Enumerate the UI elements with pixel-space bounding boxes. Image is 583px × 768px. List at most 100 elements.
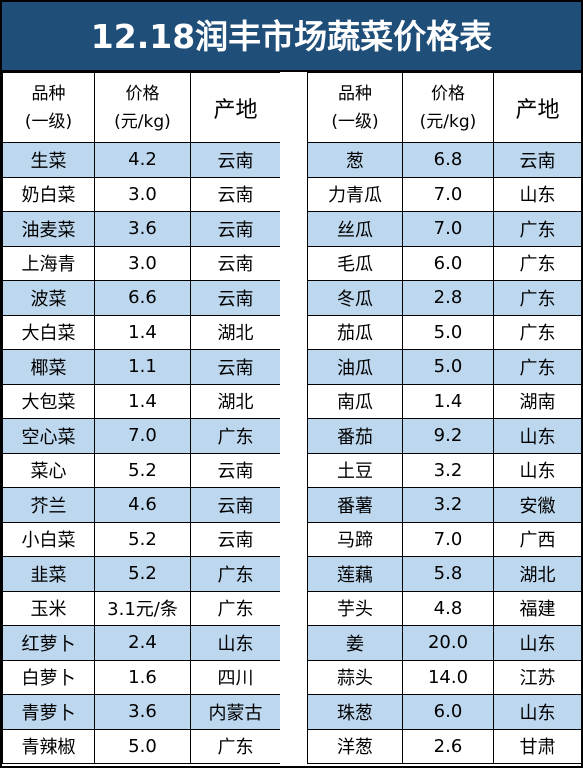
cell-origin: 福建 (493, 590, 582, 626)
column-divider (280, 72, 307, 766)
cell-origin: 广东 (493, 280, 582, 316)
table-body-right: 葱 6.8 云南 力青瓜 7.0 山东 丝瓜 7.0 广东 毛瓜 6.0 广东 冬瓜 2.8 广东 茄瓜 5.0… (307, 142, 582, 764)
cell-origin: 广西 (493, 521, 582, 557)
table-row: 芥兰 4.6 云南 (2, 487, 281, 523)
table-row: 青辣椒 5.0 广东 (2, 728, 281, 764)
cell-price: 3.0 (94, 245, 191, 281)
cell-origin: 内蒙古 (190, 694, 281, 730)
cell-price: 7.0 (402, 176, 494, 212)
cell-price: 1.4 (94, 314, 191, 350)
cell-variety: 洋葱 (307, 728, 403, 764)
cell-variety: 小白菜 (2, 521, 95, 557)
table-row: 青萝卜 3.6 内蒙古 (2, 694, 281, 730)
cell-variety: 毛瓜 (307, 245, 403, 281)
table-body-left: 生菜 4.2 云南 奶白菜 3.0 云南 油麦菜 3.6 云南 上海青 3.0 云南 波菜 6.6 云南 大白… (2, 142, 281, 764)
table-row: 空心菜 7.0 广东 (2, 418, 281, 454)
cell-price: 3.6 (94, 211, 191, 247)
cell-price: 9.2 (402, 418, 494, 454)
cell-origin: 云南 (190, 142, 281, 178)
header-price-label: 价格 (431, 83, 465, 104)
header-price-unit: (元/kg) (114, 111, 171, 132)
cell-price: 3.6 (94, 694, 191, 730)
cell-price: 3.0 (94, 176, 191, 212)
table-header-row: 品种 (一级) 价格 (元/kg) 产地 (2, 72, 281, 143)
header-origin: 产地 (190, 72, 281, 143)
header-variety-grade: (一级) (331, 111, 379, 132)
table-row: 番茄 9.2 山东 (307, 418, 582, 454)
cell-variety: 蒜头 (307, 659, 403, 695)
table-row: 白萝卜 1.6 四川 (2, 659, 281, 695)
cell-price: 5.2 (94, 452, 191, 488)
cell-price: 4.8 (402, 590, 494, 626)
table-row: 葱 6.8 云南 (307, 142, 582, 178)
table-row: 大白菜 1.4 湖北 (2, 314, 281, 350)
cell-variety: 葱 (307, 142, 403, 178)
cell-price: 5.2 (94, 556, 191, 592)
cell-origin: 山东 (493, 694, 582, 730)
table-header-row: 品种 (一级) 价格 (元/kg) 产地 (307, 72, 582, 143)
cell-price: 3.2 (402, 487, 494, 523)
cell-variety: 油瓜 (307, 349, 403, 385)
table-row: 奶白菜 3.0 云南 (2, 176, 281, 212)
cell-variety: 青萝卜 (2, 694, 95, 730)
table-row: 力青瓜 7.0 山东 (307, 176, 582, 212)
cell-variety: 番茄 (307, 418, 403, 454)
table-row: 茄瓜 5.0 广东 (307, 314, 582, 350)
table-row: 毛瓜 6.0 广东 (307, 245, 582, 281)
table-row: 小白菜 5.2 云南 (2, 521, 281, 557)
table-row: 珠葱 6.0 山东 (307, 694, 582, 730)
cell-variety: 大包菜 (2, 383, 95, 419)
cell-origin: 江苏 (493, 659, 582, 695)
cell-origin: 广东 (493, 211, 582, 247)
cell-price: 6.6 (94, 280, 191, 316)
cell-variety: 波菜 (2, 280, 95, 316)
cell-origin: 广东 (493, 349, 582, 385)
header-variety-label: 品种 (338, 83, 372, 104)
table-row: 南瓜 1.4 湖南 (307, 383, 582, 419)
price-table-left: 品种 (一级) 价格 (元/kg) 产地 生菜 4.2 云南 奶白菜 3.0 云南 油麦菜 3… (2, 72, 281, 764)
cell-price: 7.0 (402, 521, 494, 557)
cell-origin: 广东 (190, 728, 281, 764)
cell-origin: 湖北 (190, 383, 281, 419)
cell-price: 14.0 (402, 659, 494, 695)
table-row: 姜 20.0 山东 (307, 625, 582, 661)
cell-origin: 湖南 (493, 383, 582, 419)
cell-origin: 云南 (190, 176, 281, 212)
cell-variety: 玉米 (2, 590, 95, 626)
cell-variety: 青辣椒 (2, 728, 95, 764)
cell-price: 3.1元/条 (94, 590, 191, 626)
table-row: 生菜 4.2 云南 (2, 142, 281, 178)
cell-price: 1.4 (94, 383, 191, 419)
cell-variety: 生菜 (2, 142, 95, 178)
header-origin: 产地 (493, 72, 582, 143)
cell-variety: 茄瓜 (307, 314, 403, 350)
page-title: 12.18润丰市场蔬菜价格表 (2, 2, 581, 72)
cell-variety: 大白菜 (2, 314, 95, 350)
cell-origin: 湖北 (190, 314, 281, 350)
header-price-label: 价格 (125, 83, 160, 104)
cell-variety: 奶白菜 (2, 176, 95, 212)
table-row: 椰菜 1.1 云南 (2, 349, 281, 385)
cell-origin: 广东 (493, 245, 582, 281)
header-price: 价格 (元/kg) (94, 72, 191, 143)
cell-origin: 山东 (190, 625, 281, 661)
table-row: 番薯 3.2 安徽 (307, 487, 582, 523)
cell-origin: 云南 (190, 280, 281, 316)
cell-origin: 云南 (190, 211, 281, 247)
cell-variety: 冬瓜 (307, 280, 403, 316)
cell-price: 2.6 (402, 728, 494, 764)
table-row: 韭菜 5.2 广东 (2, 556, 281, 592)
header-variety-grade: (一级) (24, 111, 73, 132)
cell-variety: 韭菜 (2, 556, 95, 592)
cell-price: 6.0 (402, 694, 494, 730)
cell-origin: 云南 (190, 487, 281, 523)
table-row: 波菜 6.6 云南 (2, 280, 281, 316)
cell-variety: 菜心 (2, 452, 95, 488)
table-row: 芋头 4.8 福建 (307, 590, 582, 626)
table-row: 油麦菜 3.6 云南 (2, 211, 281, 247)
cell-variety: 力青瓜 (307, 176, 403, 212)
cell-variety: 土豆 (307, 452, 403, 488)
cell-origin: 山东 (493, 176, 582, 212)
cell-price: 5.0 (402, 349, 494, 385)
